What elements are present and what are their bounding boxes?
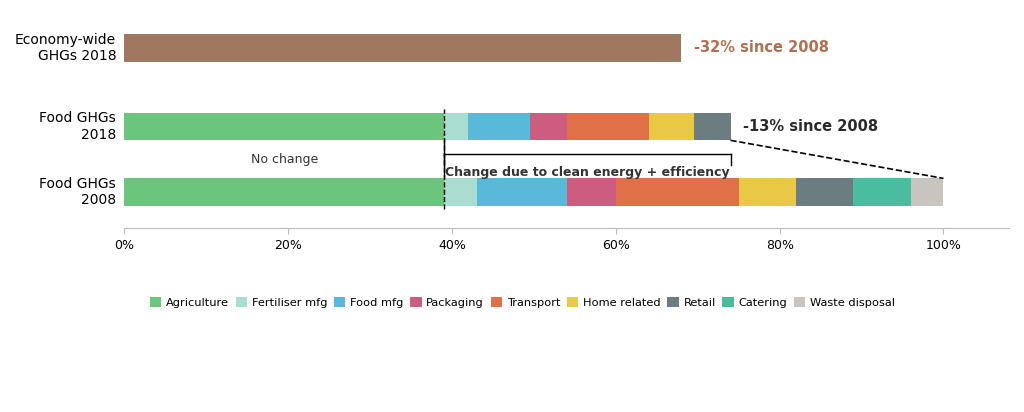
Text: Change due to clean energy + efficiency: Change due to clean energy + efficiency <box>444 166 729 179</box>
Bar <box>796 178 853 206</box>
Bar <box>648 113 693 140</box>
Bar <box>566 113 648 140</box>
Bar <box>529 113 566 140</box>
Bar <box>125 113 443 140</box>
Text: -13% since 2008: -13% since 2008 <box>742 119 878 134</box>
Bar <box>738 178 796 206</box>
Bar <box>125 34 681 61</box>
Text: No change: No change <box>251 153 317 166</box>
Bar <box>615 178 738 206</box>
Bar <box>693 113 730 140</box>
Legend: Agriculture, Fertiliser mfg, Food mfg, Packaging, Transport, Home related, Retai: Agriculture, Fertiliser mfg, Food mfg, P… <box>145 292 899 312</box>
Bar <box>125 178 443 206</box>
Bar <box>910 178 943 206</box>
Text: -32% since 2008: -32% since 2008 <box>693 40 828 55</box>
Bar <box>476 178 566 206</box>
Bar <box>853 178 910 206</box>
Bar <box>468 113 529 140</box>
Bar <box>443 113 468 140</box>
Bar <box>443 178 476 206</box>
Bar <box>566 178 615 206</box>
